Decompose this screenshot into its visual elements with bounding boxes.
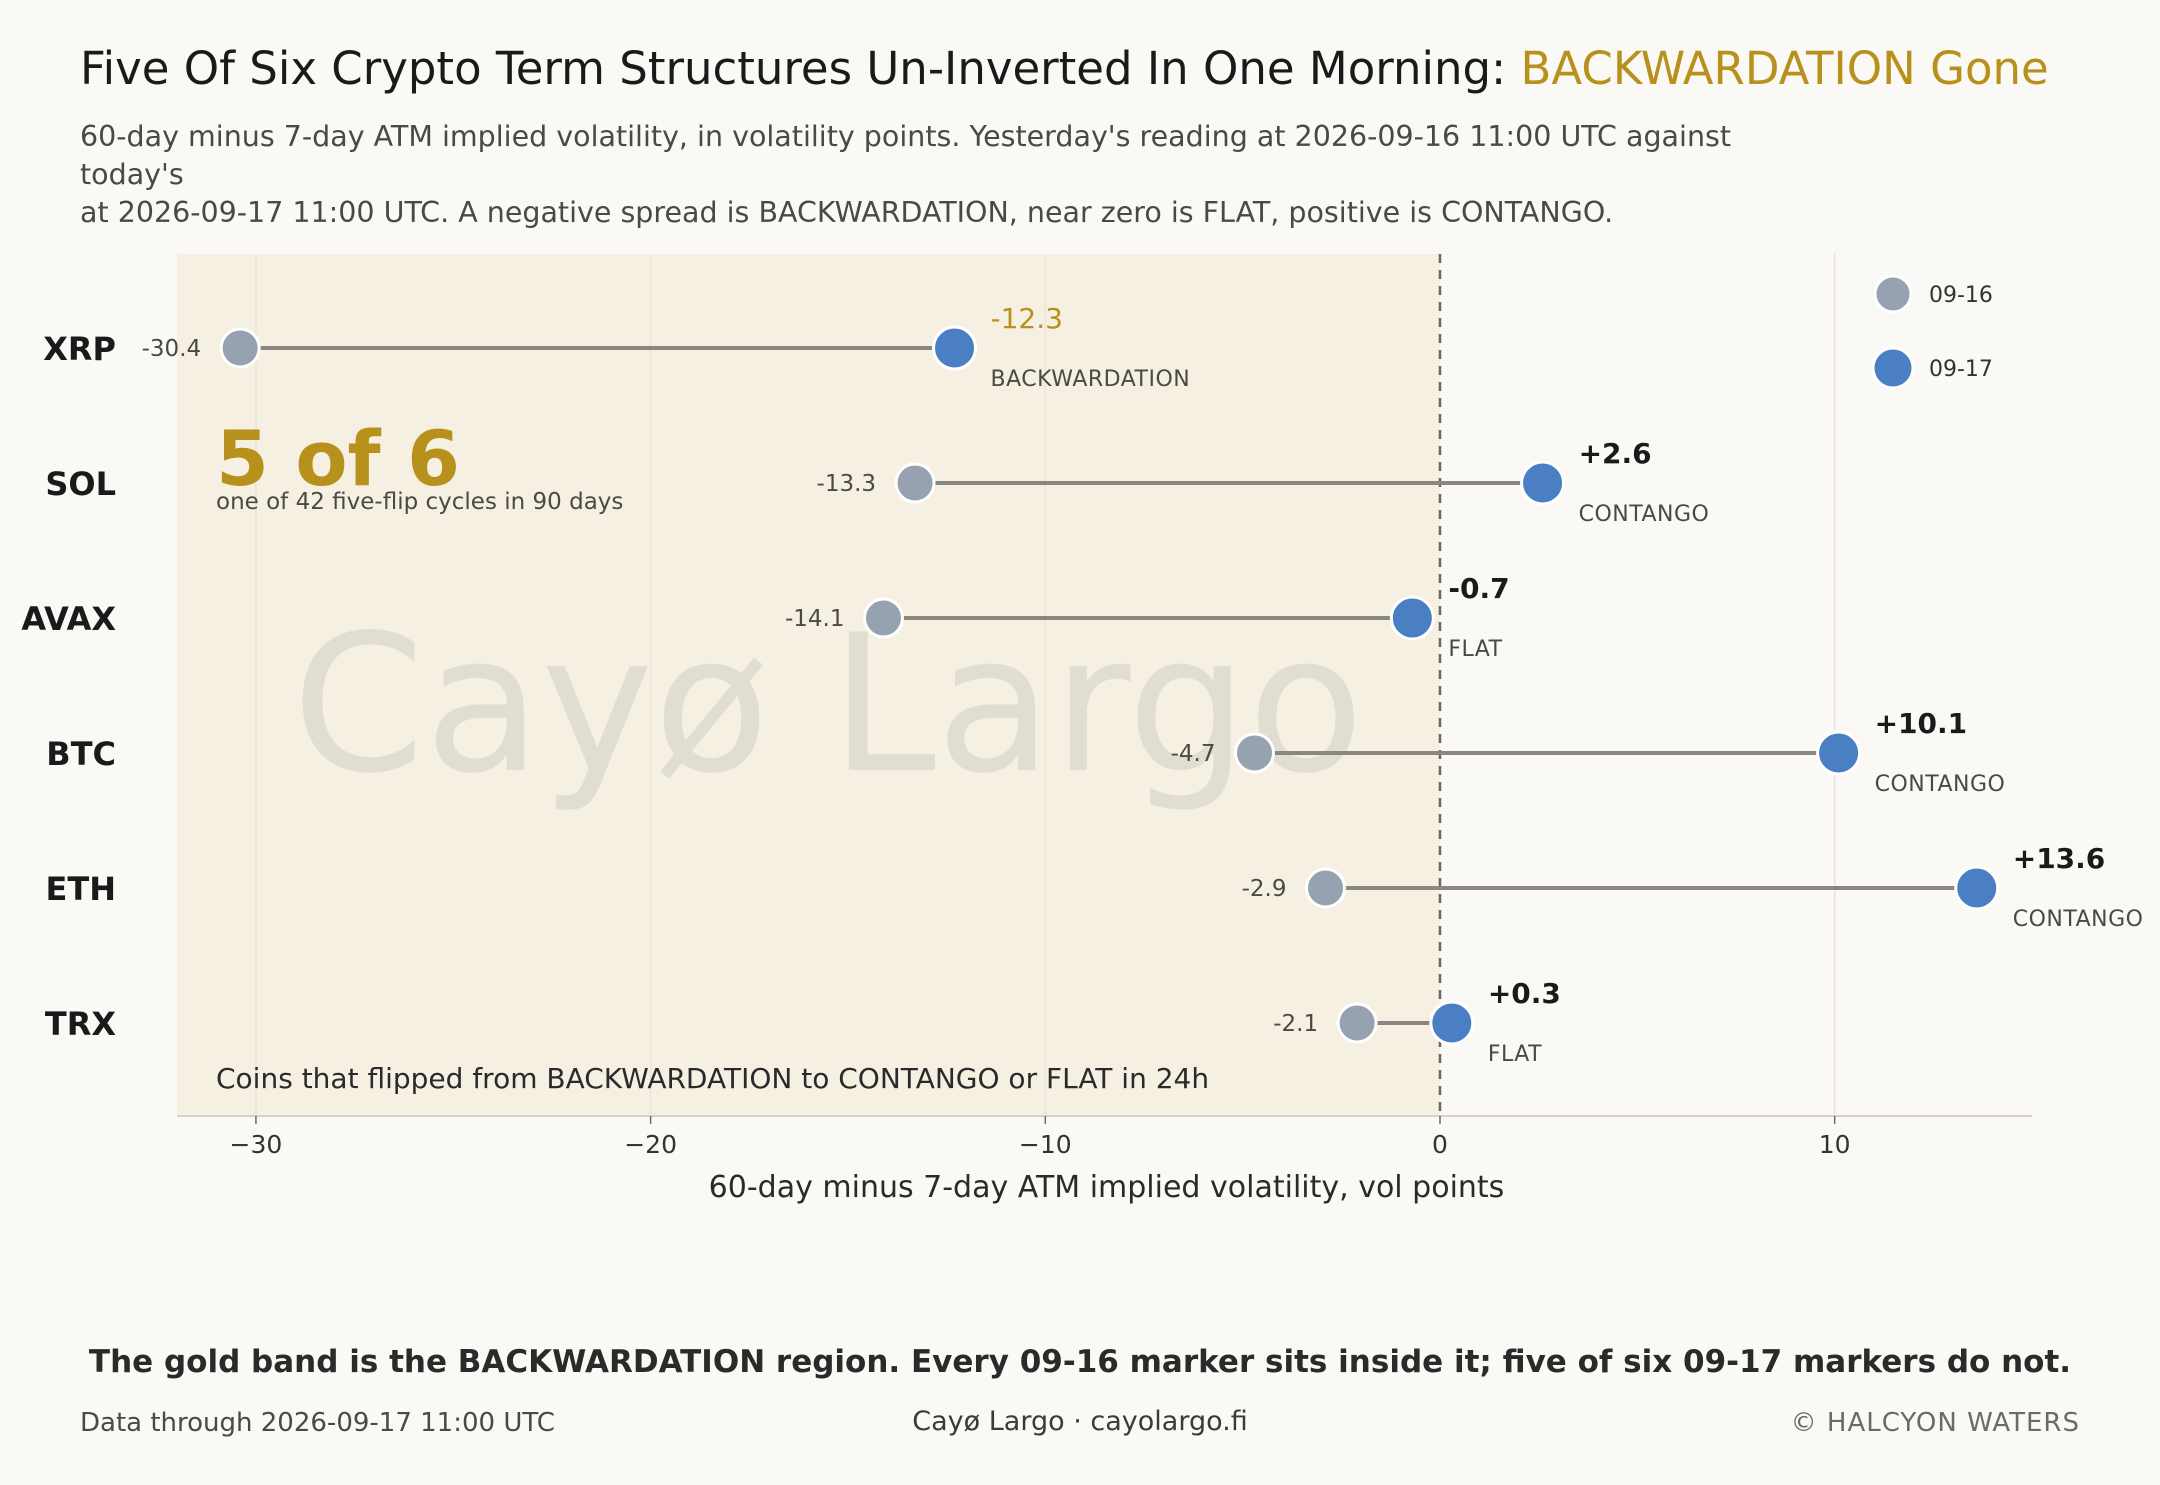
after-value-label: +0.3 xyxy=(1488,977,1561,1010)
marker-09-17 xyxy=(1954,865,2000,911)
before-value-label: -2.1 xyxy=(1273,1011,1318,1037)
subtitle-line-1: 60-day minus 7-day ATM implied volatilit… xyxy=(80,120,1732,191)
subtitle-line-2: at 2026-09-17 11:00 UTC. A negative spre… xyxy=(80,196,1614,229)
legend-marker-09-16 xyxy=(1873,274,1913,314)
marker-09-17 xyxy=(1429,1000,1475,1046)
marker-09-16 xyxy=(219,327,261,369)
coin-label: AVAX xyxy=(21,600,116,638)
x-tick-label: −30 xyxy=(230,1130,283,1159)
marker-09-16 xyxy=(1336,1002,1378,1044)
state-label: CONTANGO xyxy=(1579,502,1710,527)
before-value-label: -13.3 xyxy=(817,471,877,497)
coin-label: TRX xyxy=(45,1005,116,1043)
footer-data-through: Data through 2026-09-17 11:00 UTC xyxy=(80,1408,555,1438)
after-value-label: +10.1 xyxy=(1875,707,1968,740)
big-stat: 5 of 6 xyxy=(216,414,460,503)
coin-label: SOL xyxy=(45,465,116,503)
after-value-label: -0.7 xyxy=(1448,572,1509,605)
legend-label-09-16: 09-16 xyxy=(1929,283,1993,308)
legend-label-09-17: 09-17 xyxy=(1929,357,1993,382)
marker-09-16 xyxy=(894,462,936,504)
footer-caption: The gold band is the BACKWARDATION regio… xyxy=(88,1344,2072,1380)
after-value-label: -12.3 xyxy=(991,302,1063,335)
marker-09-17 xyxy=(1389,595,1435,641)
coin-label: ETH xyxy=(46,870,116,908)
after-value-label: +2.6 xyxy=(1579,437,1652,470)
state-label: FLAT xyxy=(1448,637,1502,662)
watermark: Cayø Largo xyxy=(292,594,1364,815)
coin-label: XRP xyxy=(43,330,116,368)
marker-09-16 xyxy=(1305,867,1347,909)
state-label: CONTANGO xyxy=(1875,772,2006,797)
big-stat-subtitle: one of 42 five-flip cycles in 90 days xyxy=(216,489,623,515)
legend-marker-09-17 xyxy=(1871,346,1915,390)
footer-brand: Cayø Largo · cayolargo.fi xyxy=(912,1406,1248,1437)
marker-09-17 xyxy=(1816,730,1862,776)
chart-subtitle: 60-day minus 7-day ATM implied volatilit… xyxy=(80,118,1840,232)
dumbbell-chart: Cayø Largo −30 −20 −10 0 10 60-day minus 7-day… xyxy=(21,254,2144,1205)
state-label: BACKWARDATION xyxy=(991,367,1191,392)
x-tick-label: −10 xyxy=(1019,1130,1072,1159)
chart-title: Five Of Six Crypto Term Structures Un-In… xyxy=(80,42,2049,95)
before-value-label: -30.4 xyxy=(142,336,202,362)
before-value-label: -4.7 xyxy=(1171,741,1216,767)
coin-label: BTC xyxy=(46,735,116,773)
footer-copyright: © HALCYON WATERS xyxy=(1790,1408,2080,1438)
x-tick-label: 10 xyxy=(1819,1130,1851,1159)
x-tick-label: −20 xyxy=(624,1130,677,1159)
before-value-label: -2.9 xyxy=(1242,876,1287,902)
band-note: Coins that flipped from BACKWARDATION to… xyxy=(216,1062,1209,1095)
after-value-label: +13.6 xyxy=(2013,842,2106,875)
marker-09-17 xyxy=(1520,460,1566,506)
marker-09-16 xyxy=(862,597,904,639)
state-label: FLAT xyxy=(1488,1042,1542,1067)
marker-09-16 xyxy=(1233,732,1275,774)
title-highlight: BACKWARDATION Gone xyxy=(1520,42,2049,95)
backwardation-band xyxy=(177,254,1440,1116)
before-value-label: -14.1 xyxy=(785,606,845,632)
marker-09-17 xyxy=(932,325,978,371)
title-main: Five Of Six Crypto Term Structures Un-In… xyxy=(80,42,1507,95)
x-axis-label: 60-day minus 7-day ATM implied volatilit… xyxy=(709,1170,1505,1205)
x-tick-label: 0 xyxy=(1432,1130,1448,1159)
state-label: CONTANGO xyxy=(2013,907,2144,932)
